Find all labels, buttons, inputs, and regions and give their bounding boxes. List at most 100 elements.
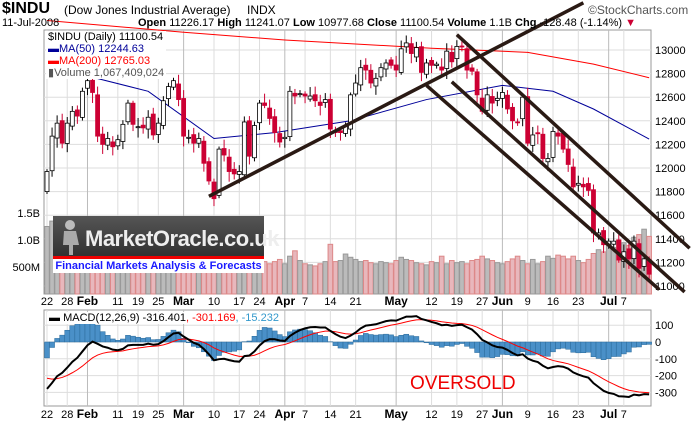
candle-body (226, 156, 232, 172)
date-label: 12 (425, 409, 437, 421)
candle-body (277, 133, 283, 143)
candle-body (100, 133, 106, 145)
candle-body (586, 183, 591, 191)
candle-body (246, 120, 252, 157)
macd-histogram-bar (373, 334, 379, 343)
volume-bar (489, 260, 496, 295)
volume-bar (585, 258, 592, 295)
volume-bar (44, 226, 50, 295)
price-tick-label: 11600 (655, 210, 685, 222)
candle-body (292, 92, 298, 97)
macd-histogram-bar (69, 325, 76, 343)
volume-bar (266, 263, 273, 295)
candle-body (484, 94, 490, 111)
volume-bar (499, 263, 506, 295)
macd-histogram-bar (550, 341, 556, 353)
index-name: (Dow Jones Industrial Average) (64, 3, 231, 17)
volume-bar (373, 263, 379, 295)
macd-legend: ▬ MACD(12,26,9) -316.401, -301.169, -15.… (47, 312, 281, 324)
macd-histogram-bar (616, 341, 622, 357)
candle-body (74, 109, 80, 117)
volume-bar (449, 260, 455, 295)
macd-histogram-bar (479, 341, 485, 358)
date-label: 11 (112, 296, 123, 308)
candle-body (307, 95, 313, 100)
volume-bar (403, 258, 410, 295)
macd-histogram-bar (317, 334, 323, 343)
candle-body (201, 140, 207, 164)
macd-histogram-bar (221, 341, 227, 353)
macd-histogram-bar (378, 334, 384, 343)
volume-bar (428, 261, 435, 295)
macd-histogram-bar (565, 341, 571, 350)
macd-histogram-bar (621, 341, 627, 355)
macd-histogram-bar (342, 341, 349, 349)
oversold-annotation: OVERSOLD (410, 373, 516, 394)
candle-body (186, 136, 192, 139)
volume-bar (514, 255, 521, 295)
legend-price: $INDU (Daily) 11100.54 (48, 31, 164, 43)
candle-body (160, 100, 166, 126)
candle-body (510, 106, 515, 122)
candle-body (358, 67, 364, 86)
date-label: Jul (600, 294, 617, 308)
candle-body (505, 94, 510, 110)
macd-histogram-bar (418, 340, 425, 343)
trend-line (425, 84, 661, 291)
macd-histogram-bar (540, 341, 546, 357)
volume-bar (297, 260, 303, 295)
date-label: Jul (600, 407, 617, 421)
candle-body (373, 77, 379, 87)
candle-body (454, 46, 460, 60)
volume-bar (317, 263, 324, 295)
candle-body (611, 240, 617, 245)
volume-bar (555, 254, 561, 295)
volume-bar (504, 261, 511, 295)
date-label: 14 (324, 296, 336, 308)
candle-body (353, 82, 359, 95)
candle-body (130, 102, 136, 125)
date-label: 27 (476, 296, 488, 308)
date-label: 21 (350, 409, 362, 421)
macd-histogram-bar (251, 335, 258, 343)
volume-bar (413, 262, 420, 295)
candle-body (403, 42, 409, 48)
date-label: 22 (41, 296, 53, 308)
volume-bar (307, 264, 313, 295)
date-label: 9 (525, 409, 531, 421)
macd-histogram-bar (585, 341, 592, 353)
macd-histogram-bar (605, 341, 612, 359)
candle-body (580, 183, 586, 188)
macd-histogram-bar (150, 339, 157, 343)
date-label: 7 (302, 296, 308, 308)
macd-histogram-bar (580, 341, 587, 354)
date-label: 7 (621, 409, 627, 421)
macd-histogram-bar (474, 341, 480, 353)
candle-body (535, 132, 541, 135)
price-tick-label: 12800 (655, 69, 686, 81)
candle-body (282, 136, 288, 140)
ohlc-line: Open 11226.17 High 11241.07 Low 10977.68… (138, 17, 636, 29)
candle-body (140, 124, 146, 129)
macd-histogram-bar (145, 337, 151, 343)
candle-body (464, 48, 470, 71)
candle-body (272, 116, 278, 133)
macd-histogram-bar (226, 341, 232, 353)
candle-body (570, 166, 576, 188)
macd-tick-label: -100 (655, 354, 677, 366)
volume-bar (282, 263, 288, 295)
macd-histogram-bar (368, 334, 374, 343)
macd-histogram-bar (54, 338, 60, 343)
candle-body (555, 132, 561, 137)
date-label: Feb (77, 294, 98, 308)
volume-tick-label: 1.0B (17, 235, 40, 247)
candle-body (181, 98, 187, 137)
candle-body (211, 181, 217, 200)
macd-histogram-bar (641, 341, 647, 345)
volume-tick-label: 1.5B (17, 208, 40, 220)
volume-bar (550, 257, 556, 295)
volume-bar (469, 260, 475, 295)
volume-bar (529, 258, 536, 295)
candle-body (191, 134, 197, 144)
volume-tick-label: 500M (12, 262, 40, 274)
